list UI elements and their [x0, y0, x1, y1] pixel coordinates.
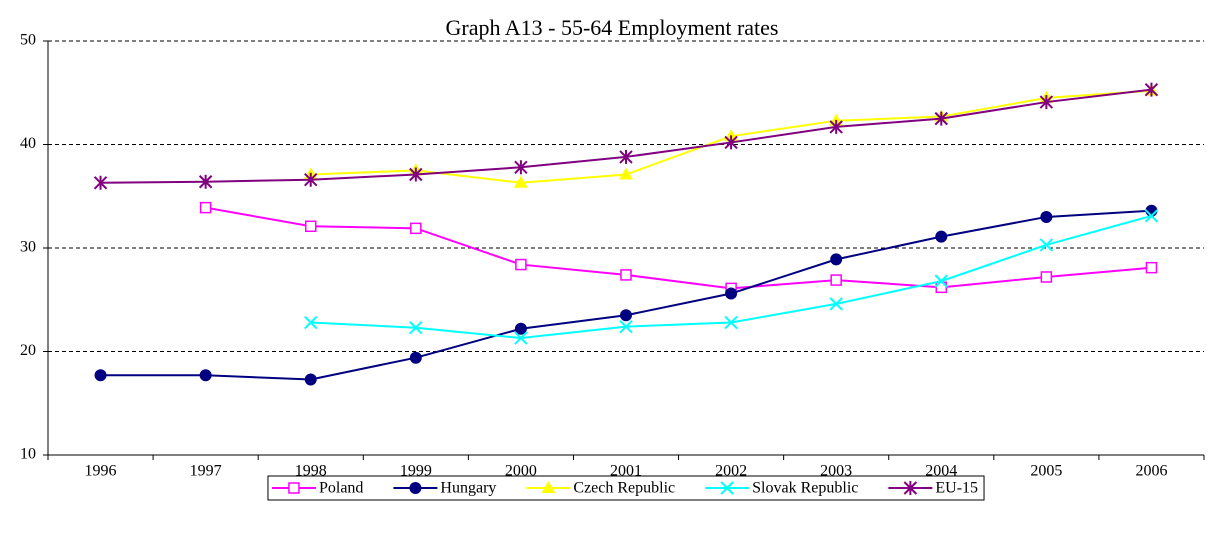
series-line: [205, 206, 1152, 290]
marker: [830, 274, 842, 286]
marker: [513, 175, 528, 188]
x-tick-label: 1999: [400, 463, 432, 480]
x-tick-label: 1998: [295, 463, 327, 480]
marker: [1144, 82, 1159, 97]
marker: [409, 320, 423, 335]
marker: [304, 220, 317, 233]
marker: [1039, 238, 1054, 252]
marker: [724, 315, 738, 330]
x-tick-label: 2002: [715, 463, 747, 480]
x-tick-label: 2005: [1030, 463, 1062, 480]
marker: [830, 253, 843, 266]
marker: [1040, 271, 1053, 283]
marker: [724, 135, 738, 150]
marker: [515, 258, 527, 271]
marker: [288, 482, 300, 494]
legend-label: Poland: [319, 480, 363, 497]
x-tick-label: 2003: [820, 463, 852, 480]
legend: Poland Hungary Czech Republic Slovak Republ…: [267, 475, 985, 501]
marker: [934, 274, 948, 288]
marker: [541, 481, 556, 493]
marker: [829, 297, 843, 311]
marker: [514, 322, 527, 335]
x-tick-label: 2001: [610, 463, 642, 480]
marker: [1040, 210, 1053, 223]
marker: [409, 351, 422, 364]
legend-box: [267, 475, 985, 501]
marker: [619, 167, 633, 180]
marker: [620, 269, 632, 281]
y-tick-label: 10: [20, 446, 36, 463]
marker: [93, 175, 108, 190]
marker: [409, 482, 422, 494]
marker: [1039, 95, 1054, 110]
y-tick-label: 20: [20, 342, 36, 359]
marker: [829, 119, 843, 134]
marker: [94, 369, 107, 382]
x-tick-label: 1997: [190, 463, 222, 480]
marker: [410, 222, 422, 235]
legend-label: Hungary: [440, 480, 496, 497]
marker: [1144, 209, 1159, 223]
marker: [1145, 261, 1158, 274]
y-tick-label: 50: [20, 32, 36, 49]
marker: [409, 167, 423, 182]
x-tick-label: 2000: [505, 463, 537, 480]
marker: [619, 319, 633, 334]
marker: [304, 172, 318, 187]
chart-title: Graph A13 - 55-64 Employment rates: [446, 15, 779, 40]
marker: [903, 481, 918, 495]
marker: [304, 373, 317, 386]
legend-label: Slovak Republic: [752, 480, 858, 497]
series-line: [310, 214, 1152, 340]
legend-label: EU-15: [935, 480, 978, 497]
marker: [514, 331, 528, 345]
series-line: [100, 209, 1152, 381]
marker: [304, 315, 318, 330]
y-tick-label: 30: [20, 239, 36, 256]
marker: [720, 481, 734, 495]
legend-label: Czech Republic: [573, 480, 675, 497]
marker: [199, 201, 212, 214]
marker: [619, 149, 633, 164]
marker: [934, 111, 948, 126]
x-tick-label: 2006: [1135, 463, 1167, 480]
y-tick-label: 40: [20, 135, 36, 152]
marker: [935, 230, 948, 243]
marker: [725, 287, 738, 300]
marker: [620, 309, 632, 322]
marker: [199, 369, 212, 382]
marker: [198, 174, 213, 189]
x-tick-label: 2004: [925, 463, 957, 480]
x-tick-label: 1996: [85, 463, 117, 480]
marker: [514, 160, 528, 175]
